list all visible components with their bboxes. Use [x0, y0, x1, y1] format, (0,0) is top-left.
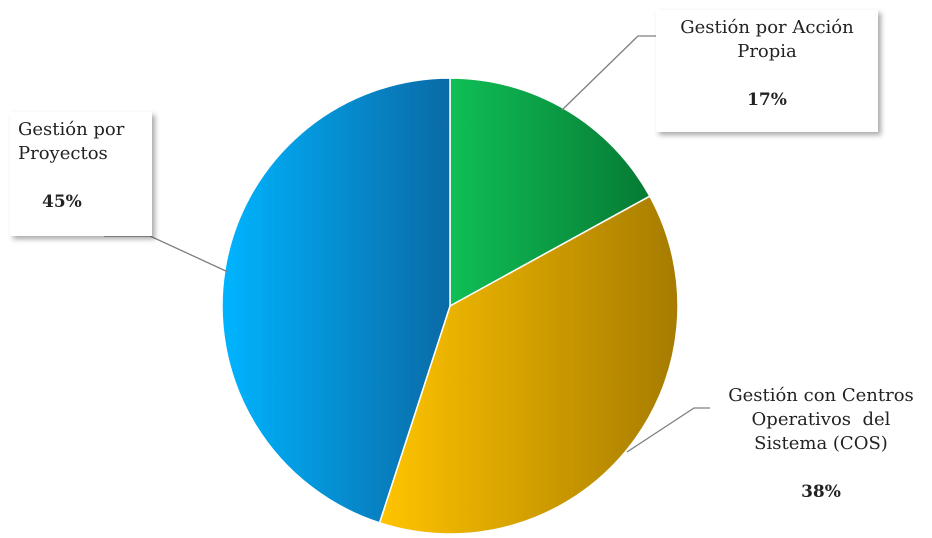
pie-slice-0: [449, 77, 651, 308]
slice-label-accion-line-1: Gestión por Acción: [680, 17, 854, 38]
slice-label-accion-line-2: Propia: [737, 41, 797, 62]
data-label-accion-propia: Gestión por Acción Propia 17%: [656, 10, 878, 132]
slice-label-proyectos-line-2: Proyectos: [18, 143, 108, 164]
slice-label-cos-line-3: Sistema (COS): [754, 433, 888, 454]
pie-slice-1: [378, 195, 679, 535]
data-label-cos: Gestión con Centros Operativos del Siste…: [710, 380, 932, 538]
slice-value-accion: 17%: [747, 90, 787, 110]
leader-line-accion: [561, 35, 656, 111]
slice-value-proyectos: 45%: [42, 192, 82, 212]
slice-label-proyectos-line-1: Gestión por: [18, 119, 125, 140]
leader-line-proyectos: [104, 235, 229, 273]
slice-label-cos-line-1: Gestión con Centros: [728, 385, 914, 406]
slice-label-cos-line-2: Operativos del: [751, 409, 891, 430]
leader-line-cos: [626, 407, 712, 453]
slice-value-cos: 38%: [801, 482, 841, 502]
data-label-proyectos: Gestión por Proyectos 45%: [10, 112, 152, 236]
